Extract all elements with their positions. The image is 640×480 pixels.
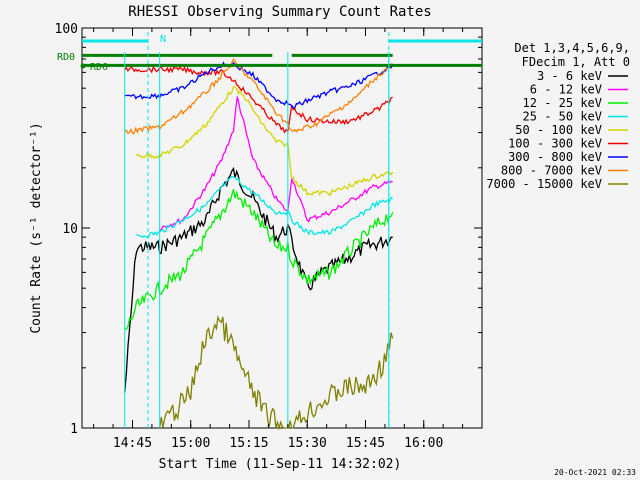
legend-label-2: 12 - 25 keV <box>523 96 602 110</box>
series-line-0 <box>124 166 393 393</box>
series-line-2 <box>124 189 394 331</box>
y-tick-label-2: 100 <box>55 22 78 37</box>
x-tick-label-1: 15:00 <box>171 436 210 451</box>
series-line-8 <box>159 315 394 431</box>
x-tick-label-4: 15:45 <box>346 436 385 451</box>
footer-timestamp: 20-Oct-2021 02:33 <box>554 468 636 477</box>
y-tick-label-0: 1 <box>70 422 78 437</box>
series-layer <box>124 58 394 431</box>
annotation-rd6-marker <box>80 63 86 69</box>
legend-label-6: 300 - 800 keV <box>508 150 602 164</box>
x-tick-label-3: 15:30 <box>288 436 327 451</box>
x-tick-label-5: 16:00 <box>404 436 443 451</box>
legend-label-3: 25 - 50 keV <box>523 110 602 124</box>
series-line-3 <box>136 175 394 239</box>
x-tick-label-0: 14:45 <box>113 436 152 451</box>
series-line-6 <box>124 61 394 109</box>
x-axis: 14:45 15:00 15:15 15:30 15:45 16:00 <box>93 28 483 451</box>
legend-label-0: 3 - 6 keV <box>537 69 602 83</box>
legend: Det 1,3,4,5,6,9, FDecim 1, Att 0 3 - 6 k… <box>486 41 630 191</box>
series-line-4 <box>135 85 394 197</box>
night-layer <box>82 32 482 428</box>
series-line-7 <box>124 58 393 135</box>
annotation-n: N <box>160 34 166 45</box>
legend-label-4: 50 - 100 keV <box>515 123 602 137</box>
series-line-1 <box>159 96 393 231</box>
legend-label-8: 7000 - 15000 keV <box>486 177 602 191</box>
legend-label-7: 800 - 7000 keV <box>501 164 602 178</box>
chart-title: RHESSI Observing Summary Count Rates <box>128 4 431 20</box>
x-axis-label: Start Time (11-Sep-11 14:32:02) <box>159 457 402 472</box>
band-layer <box>82 53 482 67</box>
legend-label-1: 6 - 12 keV <box>530 83 602 97</box>
legend-label-5: 100 - 300 keV <box>508 137 602 151</box>
series-line-5 <box>124 65 393 134</box>
y-axis: 1 10 100 <box>55 22 482 437</box>
annotation-rd6: RD6 <box>90 62 108 73</box>
annotation-rd0: RD0 <box>57 52 75 63</box>
legend-header-line-2: FDecim 1, Att 0 <box>522 55 630 69</box>
y-tick-label-1: 10 <box>62 222 78 237</box>
plot-area <box>81 27 483 431</box>
x-tick-label-2: 15:15 <box>229 436 268 451</box>
y-axis-label: Count Rate (s⁻¹ detector⁻¹) <box>29 122 44 333</box>
legend-header-line-1: Det 1,3,4,5,6,9, <box>514 41 630 55</box>
